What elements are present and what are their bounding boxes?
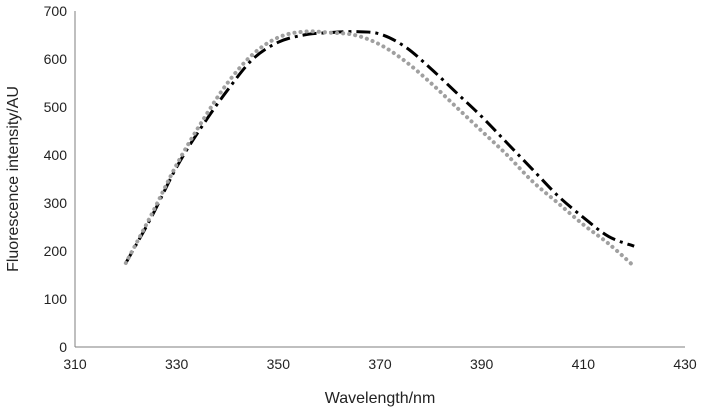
y-axis-title: Fluorescence intensity/AU xyxy=(5,86,22,272)
tick-labels: 310 330 350 370 390 410 430 0 100 200 300 400 500 600… xyxy=(44,3,697,372)
x-tick-label: 390 xyxy=(470,356,494,372)
x-tick-label: 310 xyxy=(63,356,87,372)
y-tick-label: 100 xyxy=(44,291,68,307)
y-tick-label: 600 xyxy=(44,51,68,67)
y-tick-label: 300 xyxy=(44,195,68,211)
x-tick-label: 410 xyxy=(572,356,596,372)
x-axis-title: Wavelength/nm xyxy=(325,390,436,407)
y-tick-label: 700 xyxy=(44,3,68,19)
x-tick-label: 370 xyxy=(368,356,392,372)
dash-dot-series-line xyxy=(124,30,635,264)
y-tick-label: 0 xyxy=(59,339,67,355)
y-tick-label: 200 xyxy=(44,243,68,259)
y-tick-label: 500 xyxy=(44,99,68,115)
dotted-series-line xyxy=(123,29,637,269)
y-tick-label: 400 xyxy=(44,147,68,163)
series-lines xyxy=(123,29,637,269)
axes xyxy=(74,11,685,348)
x-tick-label: 430 xyxy=(673,356,697,372)
x-tick-label: 350 xyxy=(267,356,291,372)
x-tick-label: 330 xyxy=(165,356,189,372)
